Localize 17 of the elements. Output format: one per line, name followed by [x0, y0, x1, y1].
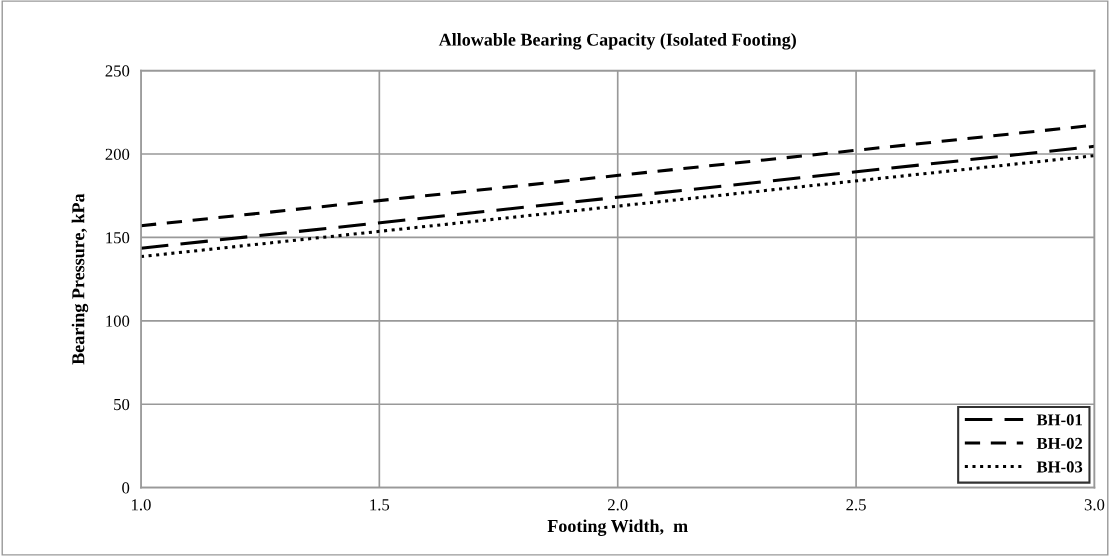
y-tick-label: 50: [114, 398, 130, 411]
y-tick-label: 0: [122, 482, 130, 494]
y-axis-title: Bearing Pressure, kPa: [71, 193, 89, 365]
x-tick-label: 2.5: [846, 499, 866, 511]
x-tick-label: 2.0: [608, 499, 628, 511]
x-axis-title: Footing Width, m: [547, 519, 688, 536]
y-tick-label: 100: [106, 315, 130, 327]
x-tick-label: 3.0: [1084, 499, 1105, 511]
legend-label: BH-02: [1036, 437, 1083, 450]
x-tick-label: 1.5: [370, 499, 390, 511]
y-tick-label: 200: [105, 148, 130, 160]
legend-label: BH-03: [1036, 461, 1083, 473]
y-tick-label: 250: [105, 65, 130, 77]
x-tick-label: 1.0: [132, 499, 151, 511]
y-tick-label: 150: [106, 232, 130, 244]
legend-label: BH-01: [1036, 414, 1082, 426]
chart-title: Allowable Bearing Capacity (Isolated Footing): [438, 33, 796, 50]
